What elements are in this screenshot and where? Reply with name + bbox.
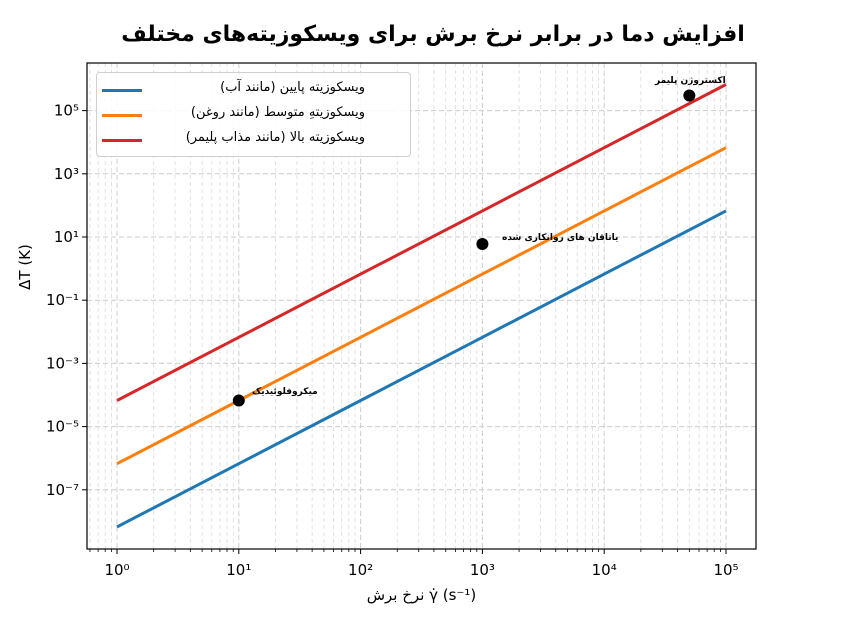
x-tick-label: 10² [348,561,373,579]
legend-label: ویسکوزیته بالا (مانند مذاب پلیمر) [185,130,365,145]
chart-title: افزایش دما در برابر نرخ برش برای ویسکوزی… [121,22,745,47]
legend-item-medium: ویسکوزیتهِ متوسط (مانند روغن) [97,103,410,127]
series-line [116,209,727,529]
annotation-extrusion: اکستروژن پلیمر [655,76,726,86]
x-tick-label: 10⁵ [713,561,738,579]
y-tick-label: 10⁻³ [46,354,79,372]
legend: ویسکوزیته پایین (مانند آب) ویسکوزیتهِ مت… [96,72,411,157]
y-tick-label: 10⁻⁷ [46,481,79,499]
y-tick-label: 10⁻¹ [46,291,79,309]
legend-label: ویسکوزیتهِ متوسط (مانند روغن) [190,105,365,120]
y-tick-label: 10¹ [54,228,79,246]
legend-label: ویسکوزیته پایین (مانند آب) [220,80,365,95]
annotation-point [683,89,696,102]
legend-swatch [102,89,142,92]
annotation-microfluidic: میکروفلوئیدیک [252,387,318,397]
x-tick-label: 10⁴ [592,561,617,579]
y-tick-label: 10⁻⁵ [46,418,79,436]
axes-frame [86,62,757,550]
x-axis-label: نرخ برش γ̇ (s⁻¹) [366,586,477,604]
legend-item-high: ویسکوزیته بالا (مانند مذاب پلیمر) [97,128,410,152]
y-axis-label: ΔT (K) [16,244,34,290]
x-tick-label: 10¹ [226,561,251,579]
y-tick-label: 10³ [54,165,79,183]
annotation-point [476,238,489,251]
legend-swatch [102,139,142,142]
legend-item-low: ویسکوزیته پایین (مانند آب) [97,78,410,102]
legend-swatch [102,114,142,117]
x-tick-label: 10⁰ [104,561,129,579]
x-tick-label: 10³ [470,561,495,579]
y-tick-label: 10⁵ [54,102,79,120]
series-line [116,83,727,402]
series-line [116,146,727,466]
annotation-bearings: یاتاقان های روانکاری شده [502,233,619,243]
annotation-point [232,394,245,407]
